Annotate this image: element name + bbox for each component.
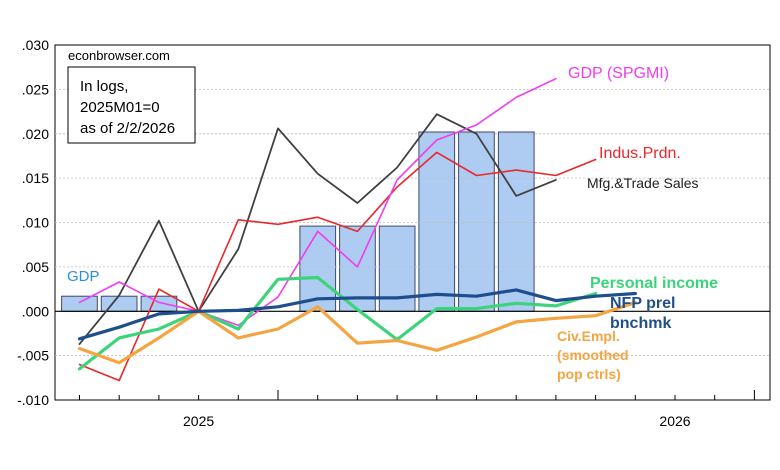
y-axis-ticks: .030 .025 .020 .015 .010 .005 .000 -.005 -.010 [17, 37, 49, 408]
label-personal-income: Personal income [590, 275, 718, 292]
note-line-3: as of 2/2/2026 [80, 120, 175, 137]
label-nfp-prel: NFP prel [610, 295, 676, 312]
label-nfp-bnchmk: bnchmk [610, 315, 671, 332]
watermark: econbrowser.com [68, 48, 170, 63]
label-civ-empl-2: (smoothed [557, 347, 629, 363]
series-line-indus-prdn [78, 151, 597, 382]
y-tick-label: .000 [22, 303, 49, 319]
note-line-1: In logs, [80, 78, 128, 95]
label-civ-empl-1: Civ.Empl. [557, 328, 620, 344]
gdp-bar [497, 131, 535, 312]
x-tick-label: 2026 [659, 413, 690, 429]
series-line-mfg-trade-sales [78, 113, 557, 346]
y-tick-label: .010 [22, 215, 49, 231]
label-indus-prdn: Indus.Prdn. [599, 145, 681, 162]
gdp-bar [61, 295, 98, 312]
series-line-gdp-spgmi [78, 77, 557, 327]
y-tick-label: .025 [22, 81, 49, 97]
y-tick-label: .020 [22, 126, 49, 142]
y-tick-label: -.010 [17, 392, 49, 408]
y-tick-label: .030 [22, 37, 49, 53]
gdp-bar [458, 131, 495, 312]
y-tick-label: .015 [22, 170, 49, 186]
gdp-bar [140, 295, 178, 312]
label-gdp: GDP [67, 268, 100, 285]
note-line-2: 2025M01=0 [80, 99, 160, 116]
series-line-personal-income [77, 275, 598, 371]
series-lines [77, 77, 637, 382]
series-line-civ-empl-smoothed-pop-ctrls [77, 300, 637, 365]
label-gdp-spgmi: GDP (SPGMI) [568, 65, 669, 82]
x-axis-ticks: 2025 2026 [79, 390, 755, 429]
y-tick-label: -.005 [17, 348, 49, 364]
note-box [67, 66, 196, 144]
series-line-nfp-prel-bnchmk [77, 288, 637, 341]
gdp-bar [100, 295, 138, 312]
x-tick-label: 2025 [183, 413, 214, 429]
label-civ-empl-3: pop ctrls) [557, 366, 621, 382]
y-tick-label: .005 [22, 259, 49, 275]
label-mfg-trade-sales: Mfg.&Trade Sales [587, 175, 699, 191]
